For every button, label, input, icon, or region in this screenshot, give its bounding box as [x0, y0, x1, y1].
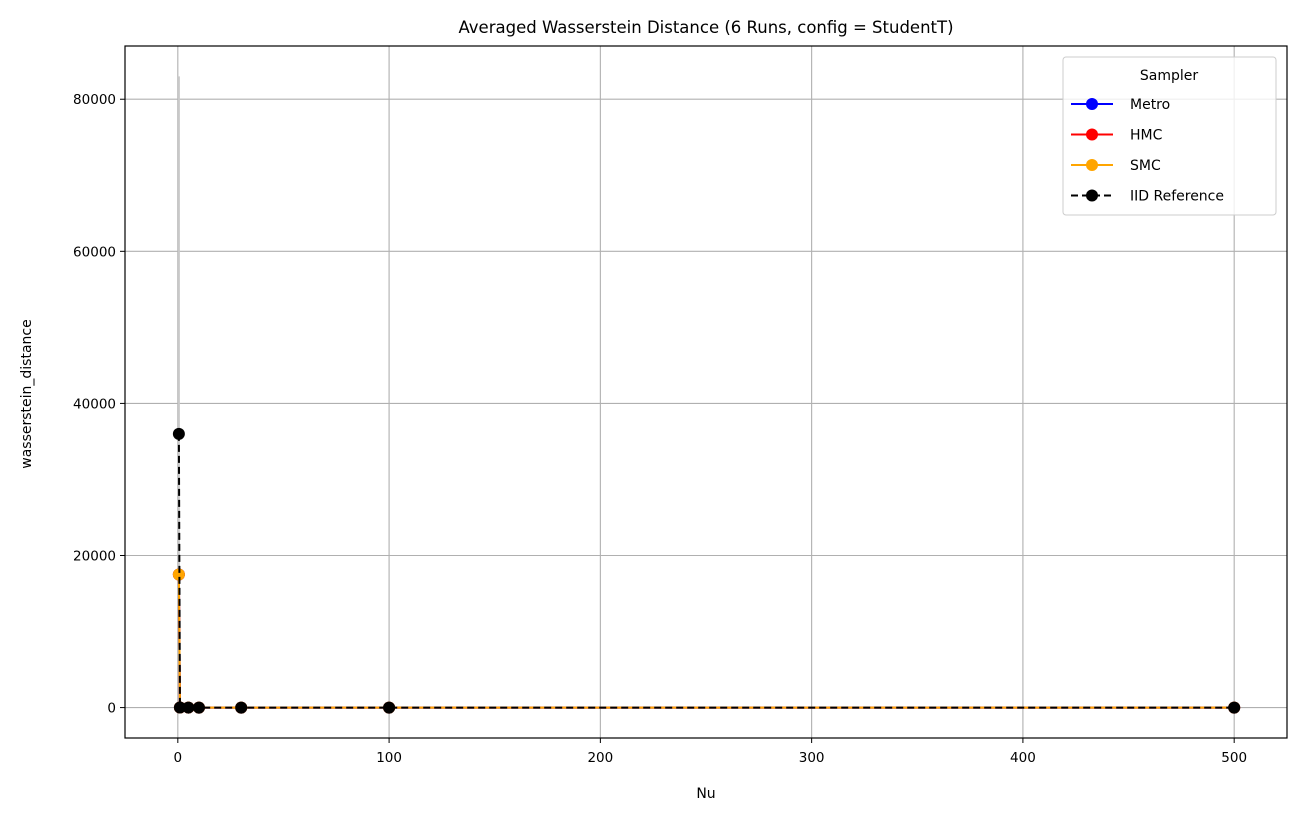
data-point — [172, 568, 185, 581]
y-tick-label: 0 — [107, 701, 116, 717]
x-tick-label: 400 — [1010, 750, 1036, 766]
legend-title: Sampler — [1140, 68, 1198, 84]
legend-entry: HMC — [1071, 128, 1163, 144]
series-iid-reference — [172, 427, 1241, 714]
plot-frame — [124, 45, 1288, 739]
legend-label: HMC — [1130, 128, 1163, 144]
x-tick-label: 300 — [799, 750, 825, 766]
legend-entries: Metro HMC SMC IID Reference — [1071, 97, 1224, 205]
data-point — [1228, 701, 1241, 714]
legend-marker — [1086, 128, 1098, 141]
legend-marker — [1086, 159, 1098, 171]
data-point — [182, 701, 195, 714]
data-point — [383, 701, 396, 714]
y-tick-label: 60000 — [73, 244, 116, 260]
legend-entry: IID Reference — [1071, 189, 1224, 205]
series-lines — [172, 427, 1241, 714]
legend: Sampler Metro HMC SMC IID Reference — [1062, 56, 1277, 216]
y-tick-label: 80000 — [73, 92, 116, 108]
data-point — [235, 701, 248, 714]
x-axis-ticks: 0 100 200 300 400 500 — [174, 738, 1247, 766]
chart-title: Averaged Wasserstein Distance (6 Runs, c… — [458, 18, 953, 37]
legend-entry: Metro — [1071, 97, 1170, 113]
legend-entry: SMC — [1071, 158, 1161, 174]
y-axis-label: wasserstein_distance — [19, 319, 35, 468]
legend-label: Metro — [1130, 97, 1170, 113]
y-tick-label: 20000 — [73, 548, 116, 564]
legend-marker — [1086, 189, 1098, 202]
x-axis-label: Nu — [696, 786, 715, 802]
data-point — [173, 701, 186, 714]
x-tick-label: 500 — [1221, 750, 1247, 766]
x-tick-label: 200 — [587, 750, 613, 766]
legend-label: IID Reference — [1130, 189, 1224, 205]
legend-label: SMC — [1130, 158, 1161, 174]
legend-box — [1062, 56, 1277, 216]
legend-marker — [1086, 98, 1098, 110]
data-point — [192, 701, 205, 714]
x-tick-label: 100 — [376, 750, 402, 766]
x-tick-label: 0 — [174, 750, 183, 766]
y-axis-ticks: 0 20000 40000 60000 80000 — [73, 92, 125, 717]
data-point — [172, 427, 185, 440]
y-tick-label: 40000 — [73, 396, 116, 412]
